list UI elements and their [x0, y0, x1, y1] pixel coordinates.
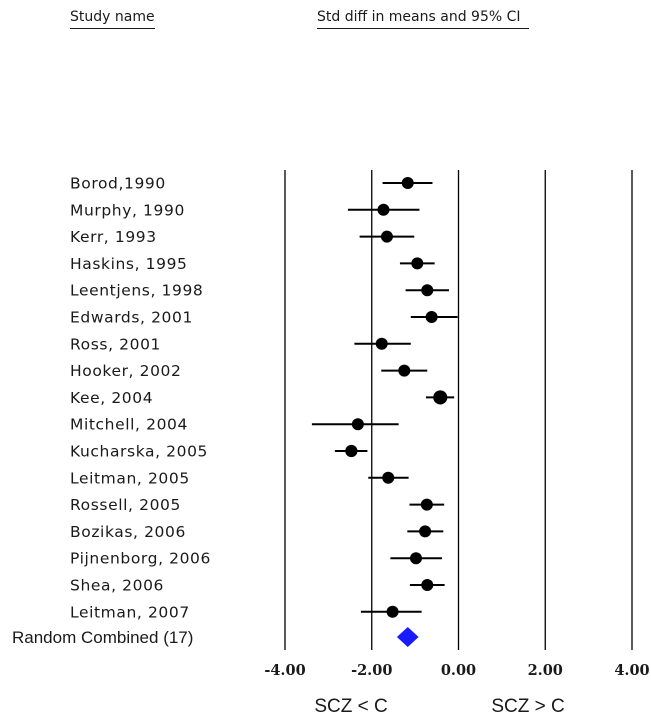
study-point-estimate	[382, 471, 395, 484]
study-label: Leentjens, 1998	[70, 282, 203, 300]
effect-size-header: Std diff in means and 95% CI	[317, 9, 529, 29]
study-point-estimate	[411, 257, 424, 270]
study-label: Shea, 2006	[70, 577, 164, 595]
direction-label-right: SCZ > C	[491, 696, 564, 717]
study-label: Rossell, 2005	[70, 496, 181, 514]
study-label: Bozikas, 2006	[70, 523, 186, 541]
study-point-estimate	[421, 579, 434, 591]
study-label: Kucharska, 2005	[70, 443, 208, 461]
combined-label: Random Combined (17)	[12, 628, 193, 647]
study-point-estimate	[375, 337, 388, 350]
study-point-estimate	[351, 418, 364, 431]
combined-effect: Random Combined (17)	[12, 627, 419, 647]
study-point-estimate	[425, 311, 438, 323]
direction-label-left: SCZ < C	[314, 696, 387, 717]
point-estimates	[345, 177, 448, 618]
study-label: Murphy, 1990	[70, 201, 185, 219]
study-point-estimate	[421, 284, 434, 297]
study-label: Leitman, 2005	[70, 469, 190, 487]
study-point-estimate	[401, 177, 414, 189]
study-label: Kee, 2004	[70, 389, 153, 407]
combined-diamond	[396, 627, 419, 647]
study-label: Kerr, 1993	[70, 228, 157, 246]
study-point-estimate	[420, 498, 433, 511]
study-label: Ross, 2001	[70, 335, 161, 353]
x-axis-tick-labels: -4.00 -2.00 0.00 2.00 4.00	[264, 662, 649, 679]
study-labels: Borod,1990 Murphy, 1990 Kerr, 1993 Haskins,…	[70, 175, 211, 622]
study-name-header: Study name	[70, 9, 155, 29]
study-point-estimate	[377, 203, 390, 216]
study-point-estimate	[345, 444, 358, 458]
study-label: Edwards, 2001	[70, 309, 193, 327]
study-label: Borod,1990	[70, 175, 166, 193]
reference-lines	[284, 170, 633, 650]
study-point-estimate	[386, 605, 399, 618]
study-point-estimate	[398, 364, 411, 377]
x-tick-label: 2.00	[528, 662, 563, 679]
study-label: Hooker, 2002	[70, 362, 181, 380]
study-point-estimate	[409, 552, 422, 565]
x-tick-label: -4.00	[264, 662, 305, 679]
study-label: Mitchell, 2004	[70, 416, 188, 434]
study-point-estimate	[380, 230, 393, 243]
study-point-estimate	[419, 525, 432, 538]
x-tick-label: 4.00	[614, 662, 649, 679]
x-tick-label: 0.00	[441, 662, 476, 679]
direction-labels: SCZ < C SCZ > C	[314, 696, 564, 717]
study-point-estimate	[433, 390, 448, 405]
study-label: Haskins, 1995	[70, 255, 188, 273]
study-label: Leitman, 2007	[70, 603, 190, 621]
x-tick-label: -2.00	[351, 662, 392, 679]
study-label: Pijnenborg, 2006	[70, 550, 211, 568]
